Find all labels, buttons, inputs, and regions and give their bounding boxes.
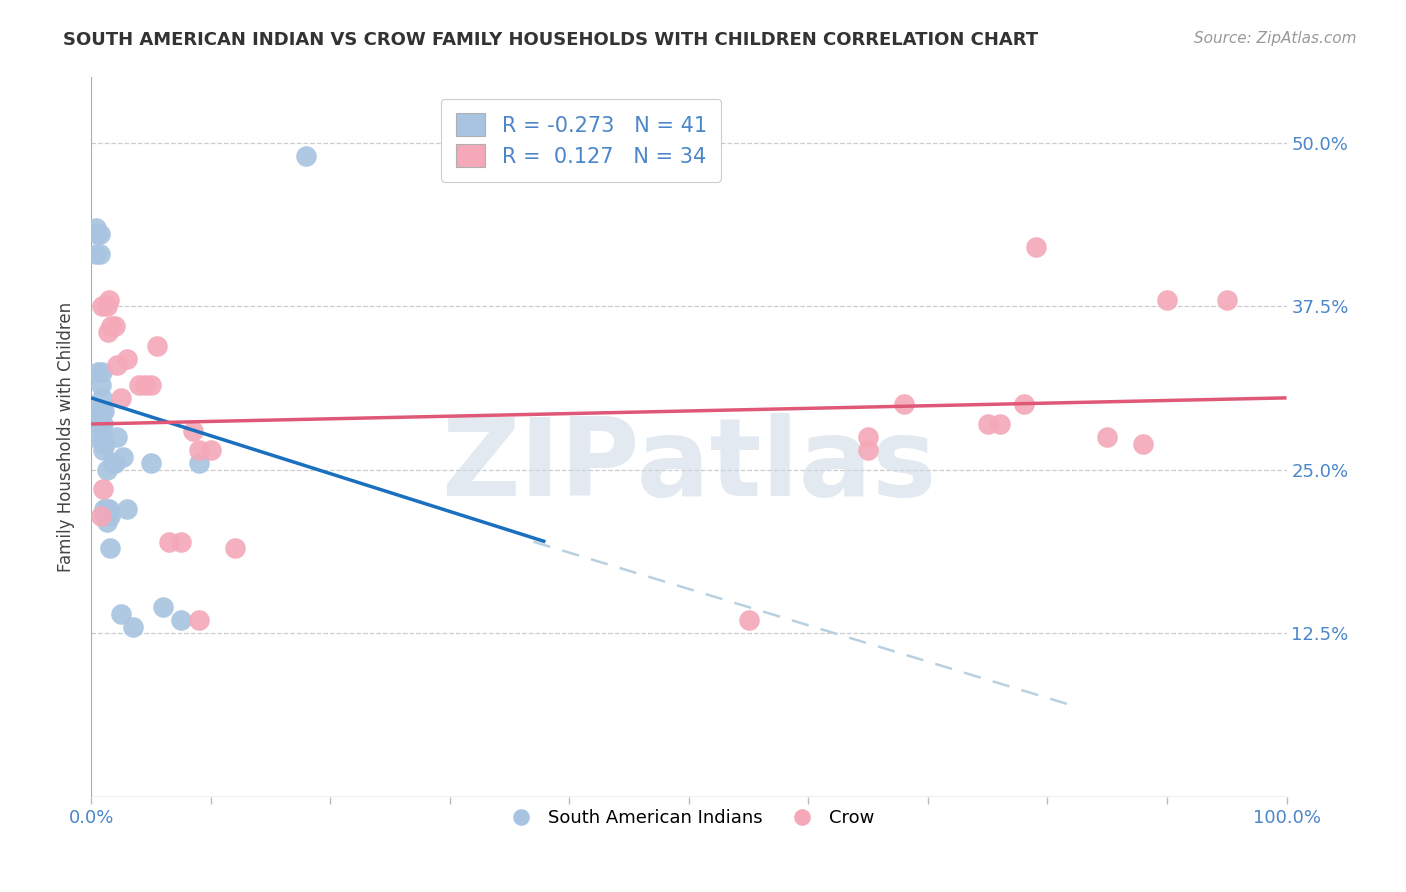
Point [98, 293, 121, 307]
Point [1132, 436, 1154, 450]
Point [115, 502, 138, 516]
Point [93, 404, 115, 418]
Legend: South American Indians, Crow: South American Indians, Crow [496, 802, 882, 835]
Point [128, 377, 150, 392]
Point [893, 397, 915, 411]
Point [84, 247, 107, 261]
Point [93, 436, 115, 450]
Point [98, 541, 121, 556]
Point [90, 391, 112, 405]
Point [104, 318, 127, 333]
Point [988, 417, 1011, 431]
Point [90, 508, 112, 523]
Point [139, 456, 162, 470]
Point [139, 377, 162, 392]
Point [96, 463, 118, 477]
Point [90, 299, 112, 313]
Point [90, 365, 112, 379]
Point [97, 508, 120, 523]
Point [187, 456, 209, 470]
Point [93, 502, 115, 516]
Point [96, 502, 118, 516]
Point [87, 365, 110, 379]
Point [96, 299, 118, 313]
Point [90, 417, 112, 431]
Point [146, 338, 169, 352]
Point [94, 436, 117, 450]
Point [1012, 397, 1035, 411]
Y-axis label: Family Households with Children: Family Households with Children [58, 302, 75, 572]
Point [91, 443, 114, 458]
Point [97, 326, 120, 340]
Point [134, 377, 156, 392]
Point [98, 508, 121, 523]
Point [115, 351, 138, 366]
Point [856, 443, 879, 458]
Point [107, 358, 129, 372]
Point [1097, 430, 1119, 444]
Point [96, 515, 118, 529]
Point [224, 541, 246, 556]
Point [90, 377, 112, 392]
Point [110, 607, 132, 621]
Point [84, 220, 107, 235]
Point [1156, 293, 1178, 307]
Point [104, 456, 127, 470]
Point [170, 613, 193, 627]
Point [152, 600, 174, 615]
Point [737, 613, 759, 627]
Point [89, 227, 111, 242]
Point [187, 443, 209, 458]
Point [83, 430, 105, 444]
Point [101, 456, 124, 470]
Point [98, 502, 121, 516]
Point [1025, 240, 1047, 254]
Point [89, 247, 111, 261]
Text: SOUTH AMERICAN INDIAN VS CROW FAMILY HOUSEHOLDS WITH CHILDREN CORRELATION CHART: SOUTH AMERICAN INDIAN VS CROW FAMILY HOU… [63, 31, 1039, 49]
Point [110, 391, 132, 405]
Point [107, 430, 129, 444]
Point [94, 508, 117, 523]
Point [91, 483, 114, 497]
Point [112, 450, 135, 464]
Text: Source: ZipAtlas.com: Source: ZipAtlas.com [1194, 31, 1357, 46]
Point [91, 417, 114, 431]
Point [170, 534, 193, 549]
Point [1216, 293, 1239, 307]
Point [157, 534, 180, 549]
Point [90, 404, 112, 418]
Point [91, 430, 114, 444]
Point [90, 404, 112, 418]
Point [977, 417, 1000, 431]
Point [100, 318, 122, 333]
Text: ZIPatlas: ZIPatlas [441, 413, 936, 519]
Point [86, 227, 108, 242]
Point [200, 443, 222, 458]
Point [856, 430, 879, 444]
Point [122, 620, 145, 634]
Point [83, 404, 105, 418]
Point [295, 149, 318, 163]
Point [187, 613, 209, 627]
Point [181, 424, 204, 438]
